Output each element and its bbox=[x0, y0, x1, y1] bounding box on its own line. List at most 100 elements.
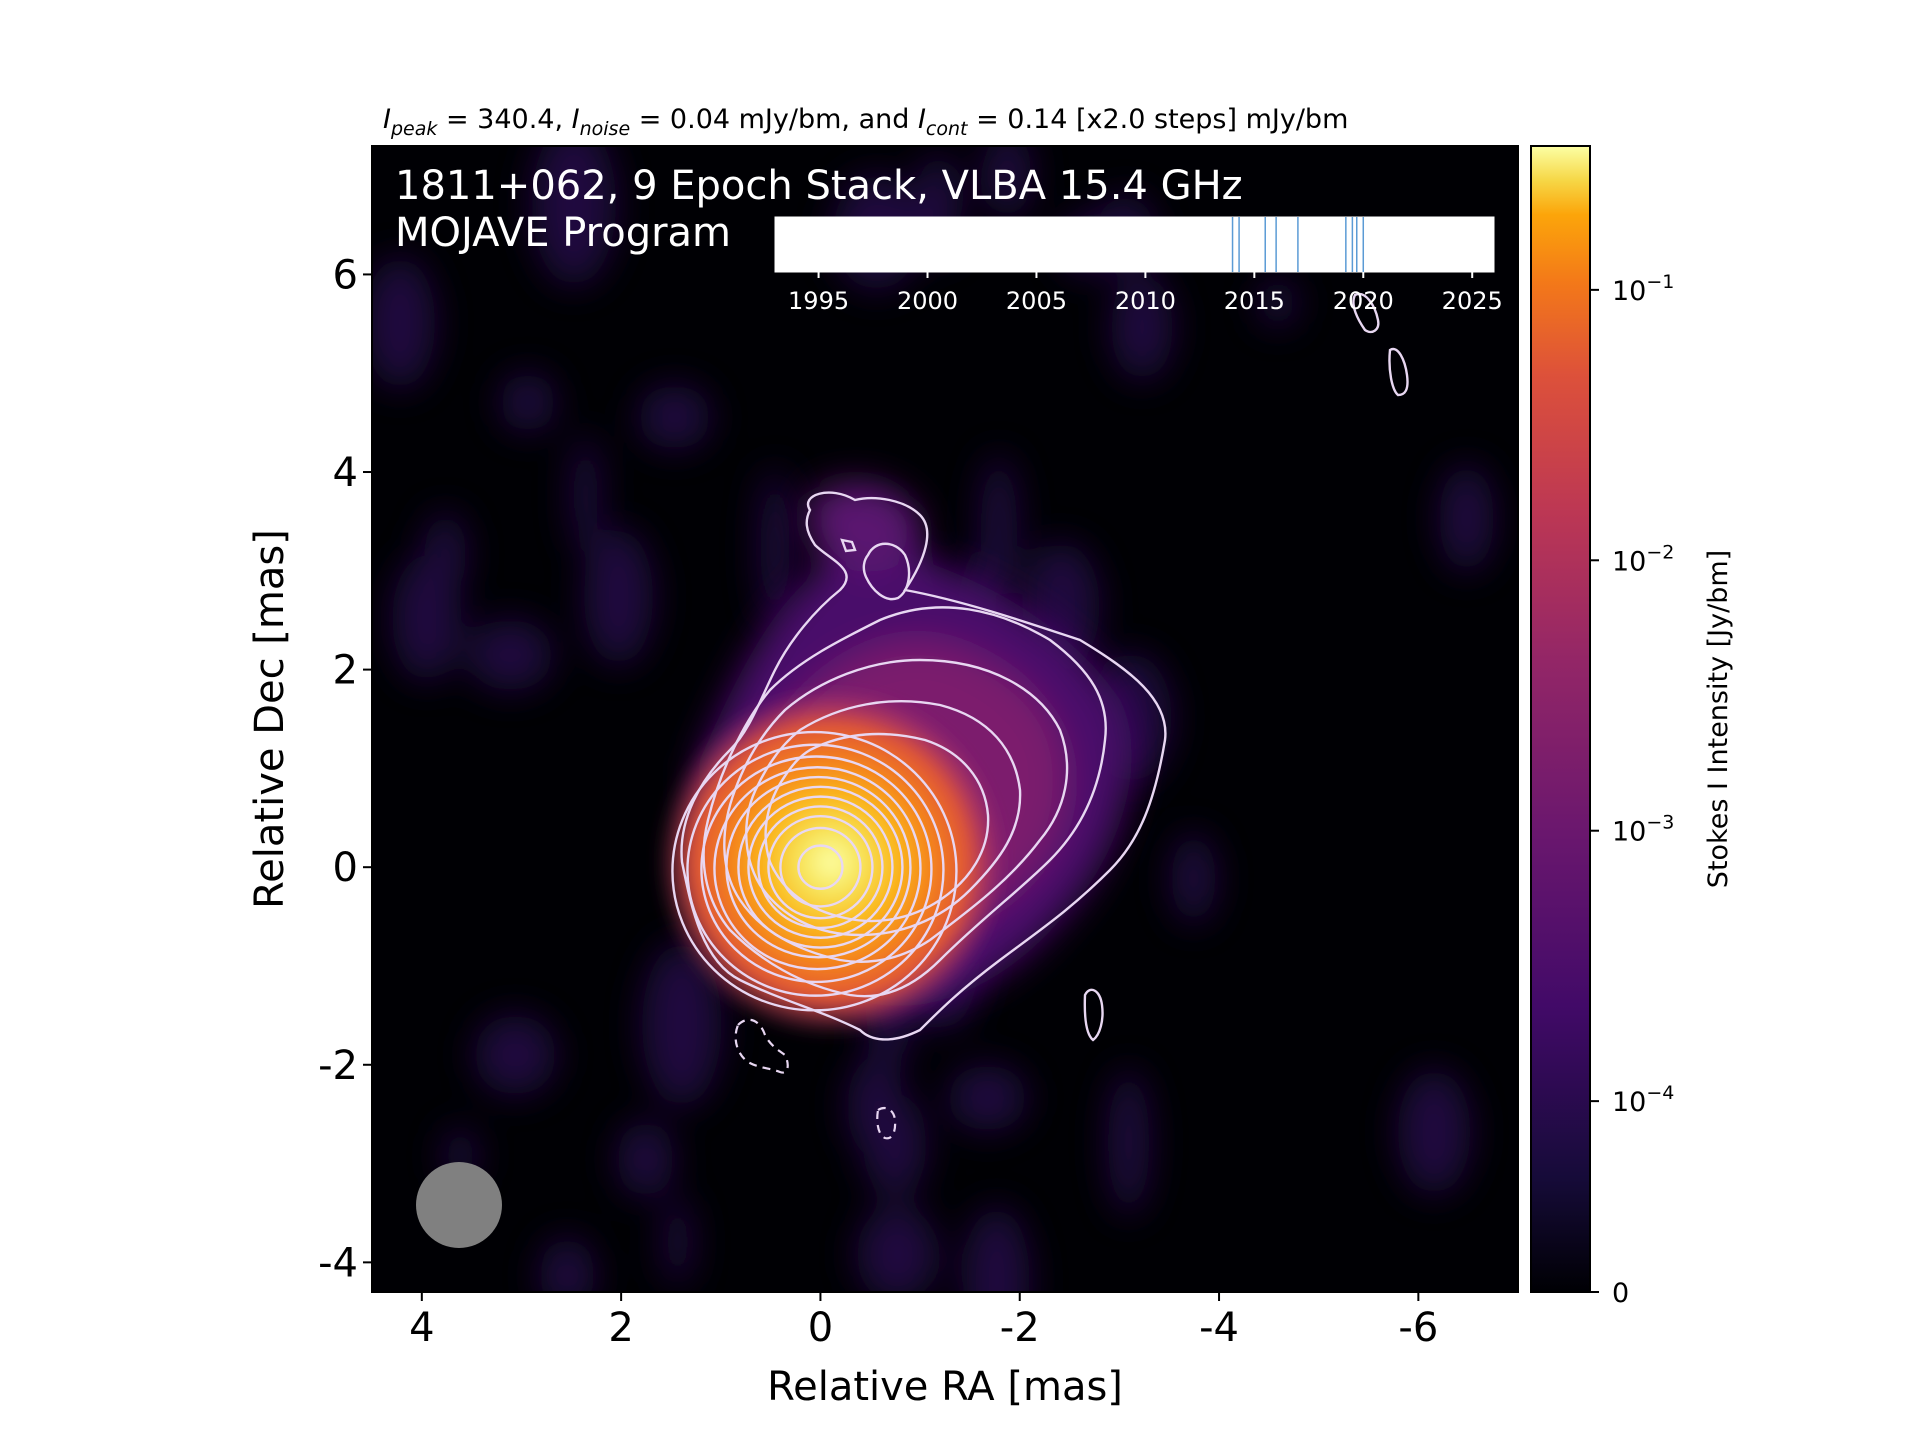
noise-blob bbox=[948, 1065, 1027, 1131]
epoch-tick-label: 1995 bbox=[788, 287, 849, 315]
noise-blob bbox=[863, 1093, 927, 1198]
x-tick-label: 2 bbox=[608, 1305, 633, 1351]
neg-contour-2 bbox=[876, 1106, 897, 1140]
contour-core-ring bbox=[767, 815, 874, 920]
noise-blob bbox=[1171, 832, 1216, 925]
epoch-tick-label: 2000 bbox=[897, 287, 958, 315]
i-cont-symbol: I bbox=[918, 104, 926, 135]
noise-blob bbox=[983, 146, 1032, 220]
x-axis-label: Relative RA [mas] bbox=[767, 1364, 1123, 1410]
contour-2 bbox=[702, 606, 1107, 998]
noise-blob bbox=[663, 1196, 692, 1288]
colorbar-tick-exponent: −4 bbox=[1646, 1082, 1674, 1104]
noise-blob bbox=[1439, 464, 1494, 573]
epoch-ticks: 1995 2000 2005 2010 2015 2020 2025 bbox=[788, 272, 1503, 315]
chart-subtitle: MOJAVE Program bbox=[395, 210, 731, 256]
colorbar-tick-label: 10−3 bbox=[1612, 812, 1674, 848]
contour-ne-knot-2 bbox=[1388, 347, 1409, 397]
core-emission bbox=[656, 687, 1006, 1037]
x-tick-label: 4 bbox=[409, 1305, 434, 1351]
contour-core-ring bbox=[737, 785, 904, 949]
contour-north-knot bbox=[862, 542, 911, 601]
colorbar-label: Stokes I Intensity [Jy/bm] bbox=[1703, 550, 1734, 888]
i-peak-symbol: I bbox=[383, 104, 391, 135]
contour-core-ring bbox=[747, 795, 894, 939]
noise-blob bbox=[474, 1015, 557, 1095]
epoch-tick-label: 2005 bbox=[1006, 287, 1067, 315]
chart-title: 1811+062, 9 Epoch Stack, VLBA 15.4 GHz bbox=[395, 163, 1243, 209]
colorbar-tick-base: 0 bbox=[1612, 1278, 1629, 1309]
colorbar-tick-label: 10−2 bbox=[1612, 541, 1674, 577]
contour-core-ring bbox=[779, 826, 862, 908]
contour-tiny-knot bbox=[840, 538, 857, 553]
noise-blob bbox=[570, 434, 601, 555]
x-axis: 4 2 0 -2 -4 -6 bbox=[409, 1292, 1438, 1351]
i-peak-value: = 340.4, bbox=[437, 104, 571, 135]
epoch-tick-label: 2010 bbox=[1115, 287, 1176, 315]
colorbar-tick-exponent: −2 bbox=[1646, 541, 1674, 563]
epoch-timeline: 1995 2000 2005 2010 2015 2020 2025 bbox=[774, 216, 1503, 315]
y-axis-label: Relative Dec [mas] bbox=[247, 529, 293, 909]
contour-core-ring bbox=[700, 755, 933, 984]
colorbar-tick-label: 0 bbox=[1612, 1278, 1629, 1309]
contour-4 bbox=[745, 700, 1022, 937]
epoch-tick-label: 2025 bbox=[1442, 287, 1503, 315]
contour-3 bbox=[723, 658, 1069, 963]
noise-blob bbox=[963, 1206, 1030, 1292]
noise-blob bbox=[642, 942, 722, 1107]
noise-blob bbox=[583, 528, 654, 666]
colorbar: 10−110−210−310−40 Stokes I Intensity [Jy… bbox=[1530, 145, 1734, 1309]
x-tick-label: -6 bbox=[1398, 1305, 1438, 1351]
contour-ne-knot-1 bbox=[1352, 292, 1380, 334]
colorbar-ticks: 10−110−210−310−40 bbox=[1590, 271, 1674, 1309]
neg-contour-1 bbox=[734, 1018, 789, 1074]
colorbar-tick-exponent: −1 bbox=[1646, 271, 1674, 293]
contour-core-ring bbox=[725, 775, 912, 959]
i-noise-symbol: I bbox=[572, 104, 580, 135]
y-tick-label: 2 bbox=[333, 648, 358, 694]
colorbar-tick-base: 10 bbox=[1612, 546, 1646, 577]
noise-blob bbox=[1111, 273, 1173, 381]
svg-text:Ipeak = 340.4, Inoise = 0.04 m: Ipeak = 340.4, Inoise = 0.04 mJy/bm, and… bbox=[383, 104, 1348, 140]
i-noise-value: = 0.04 mJy/bm, and bbox=[630, 104, 918, 135]
noise-blob bbox=[467, 619, 554, 691]
y-tick-label: 6 bbox=[333, 252, 358, 298]
noise-blob bbox=[638, 385, 711, 450]
contour-core-ring bbox=[797, 844, 844, 890]
colorbar-tick-label: 10−1 bbox=[1612, 271, 1674, 307]
plot-header: Ipeak = 340.4, Inoise = 0.04 mJy/bm, and… bbox=[383, 104, 1348, 140]
y-axis: -4 -2 0 2 4 6 bbox=[318, 252, 372, 1286]
y-tick-label: -2 bbox=[318, 1043, 358, 1089]
colorbar-tick-base: 10 bbox=[1612, 276, 1646, 307]
epoch-tick-label: 2020 bbox=[1333, 287, 1394, 315]
epoch-tick-label: 2015 bbox=[1224, 287, 1285, 315]
noise-blob bbox=[1397, 1069, 1471, 1195]
y-tick-label: 0 bbox=[333, 845, 358, 891]
colorbar-gradient bbox=[1530, 145, 1591, 1293]
x-tick-label: 0 bbox=[808, 1305, 833, 1351]
y-tick-label: 4 bbox=[333, 450, 358, 496]
contour-core-ring bbox=[686, 743, 945, 997]
noise-blob bbox=[500, 373, 556, 432]
x-tick-label: -4 bbox=[1199, 1305, 1239, 1351]
epoch-timeline-box bbox=[774, 216, 1495, 273]
noise-blob bbox=[617, 1121, 674, 1198]
noise-blob bbox=[1107, 1068, 1150, 1217]
noise-blob bbox=[372, 257, 436, 389]
y-tick-label: -4 bbox=[318, 1240, 358, 1286]
plot-frame bbox=[371, 145, 1519, 1293]
colorbar-tick-base: 10 bbox=[1612, 1087, 1646, 1118]
colorbar-tick-label: 10−4 bbox=[1612, 1082, 1674, 1118]
core-rings bbox=[671, 730, 958, 1012]
noise-blob bbox=[539, 1237, 595, 1292]
beam-ellipse bbox=[416, 1162, 502, 1248]
contour-set bbox=[671, 292, 1409, 1042]
noise-blob bbox=[548, 163, 582, 215]
x-tick-label: -2 bbox=[1000, 1305, 1040, 1351]
epoch-lines bbox=[1231, 217, 1365, 272]
contour-core-ring bbox=[757, 805, 884, 930]
noise-blob bbox=[424, 511, 467, 596]
i-peak-subscript: peak bbox=[390, 118, 438, 140]
i-cont-subscript: cont bbox=[926, 118, 969, 140]
negative-contours bbox=[734, 1018, 897, 1140]
